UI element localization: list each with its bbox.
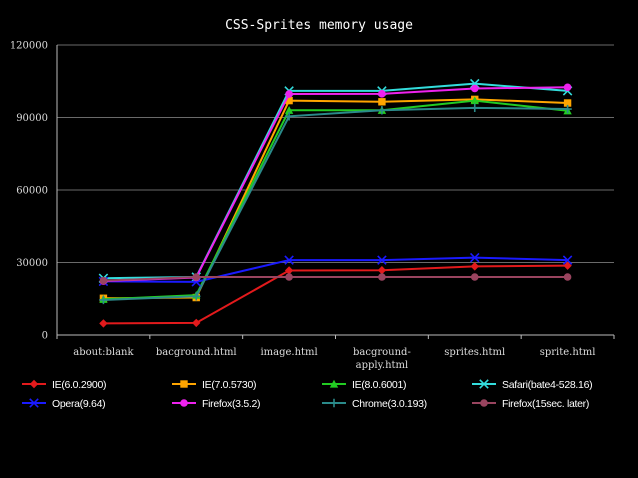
legend-label: Opera(9.64) xyxy=(52,398,105,410)
chart-title: CSS-Sprites memory usage xyxy=(225,18,413,33)
legend-marker xyxy=(479,379,489,389)
y-tick-label: 90000 xyxy=(16,113,48,124)
data-point xyxy=(284,106,294,114)
y-tick-label: 30000 xyxy=(16,258,48,269)
data-point xyxy=(192,273,201,281)
legend-marker xyxy=(329,398,339,408)
legend-label: Firefox(15sec. later) xyxy=(502,398,589,410)
series-line xyxy=(103,264,568,325)
data-point xyxy=(470,103,479,113)
series-ie-6-0-2900 xyxy=(99,261,572,328)
data-point xyxy=(378,98,386,106)
legend-item: IE(7.0.5730) xyxy=(172,379,256,391)
series-chrome-3-0-193 xyxy=(99,103,572,305)
legend-marker xyxy=(29,398,39,408)
data-point xyxy=(192,292,201,301)
series-line xyxy=(103,256,568,283)
legend-item: IE(8.0.6001) xyxy=(322,379,406,391)
data-point xyxy=(99,276,108,285)
series-line xyxy=(103,86,568,283)
data-point xyxy=(470,84,479,93)
x-tick-label: about:blank xyxy=(73,347,134,358)
legend-marker xyxy=(29,379,39,389)
data-point xyxy=(378,273,386,281)
legend-marker xyxy=(480,399,488,407)
legend-marker xyxy=(180,380,188,388)
y-tick-label: 60000 xyxy=(16,186,48,197)
legend-item: Safari(bate4-528.16) xyxy=(472,379,593,391)
series-line xyxy=(103,106,568,301)
data-point xyxy=(563,83,572,92)
data-point xyxy=(284,255,294,265)
legend-item: Firefox(3.5.2) xyxy=(172,398,261,410)
data-point xyxy=(284,112,294,121)
legend-marker xyxy=(180,399,188,407)
y-tick-label: 120000 xyxy=(10,41,48,52)
data-point xyxy=(377,255,387,265)
x-tick-label: bacground.html xyxy=(156,347,237,358)
data-point xyxy=(285,90,293,98)
x-tick-label: image.html xyxy=(260,347,317,358)
data-point xyxy=(563,273,572,281)
data-point xyxy=(470,262,479,271)
data-point xyxy=(99,319,108,328)
x-tick-label: sprite.html xyxy=(540,347,596,358)
data-point xyxy=(377,266,387,275)
data-point xyxy=(470,273,479,281)
data-point xyxy=(285,273,293,281)
series-line xyxy=(103,98,568,300)
data-point xyxy=(99,295,108,305)
data-point xyxy=(378,90,386,98)
legend-label: Safari(bate4-528.16) xyxy=(502,379,592,391)
series-line xyxy=(103,276,568,282)
data-point xyxy=(285,96,293,105)
data-point xyxy=(377,106,387,115)
legend-item: IE(6.0.2900) xyxy=(22,379,106,391)
series-line xyxy=(103,99,568,301)
data-point xyxy=(470,96,479,105)
series-ie-8-0-6001 xyxy=(99,96,572,303)
data-point xyxy=(469,252,480,263)
legend-item: Chrome(3.0.193) xyxy=(322,398,427,410)
legend-label: IE(7.0.5730) xyxy=(202,379,256,391)
series-firefox-15sec-later xyxy=(99,273,572,285)
data-point xyxy=(562,255,573,265)
data-point xyxy=(563,104,572,114)
legend-item: Opera(9.64) xyxy=(22,398,106,410)
legend-label: IE(8.0.6001) xyxy=(352,379,406,391)
legend-marker xyxy=(329,379,339,388)
legend-label: Firefox(3.5.2) xyxy=(202,398,260,410)
data-point xyxy=(192,318,201,328)
data-point xyxy=(563,261,572,270)
legend-label: IE(6.0.2900) xyxy=(52,379,106,391)
data-point xyxy=(284,266,294,275)
legend-label: Chrome(3.0.193) xyxy=(352,398,427,410)
y-tick-label: 0 xyxy=(42,331,48,342)
legend-item: Firefox(15sec. later) xyxy=(472,398,589,410)
x-tick-label: bacground-apply.html xyxy=(353,347,411,371)
x-tick-label: sprites.html xyxy=(444,347,505,358)
data-point xyxy=(563,99,572,107)
